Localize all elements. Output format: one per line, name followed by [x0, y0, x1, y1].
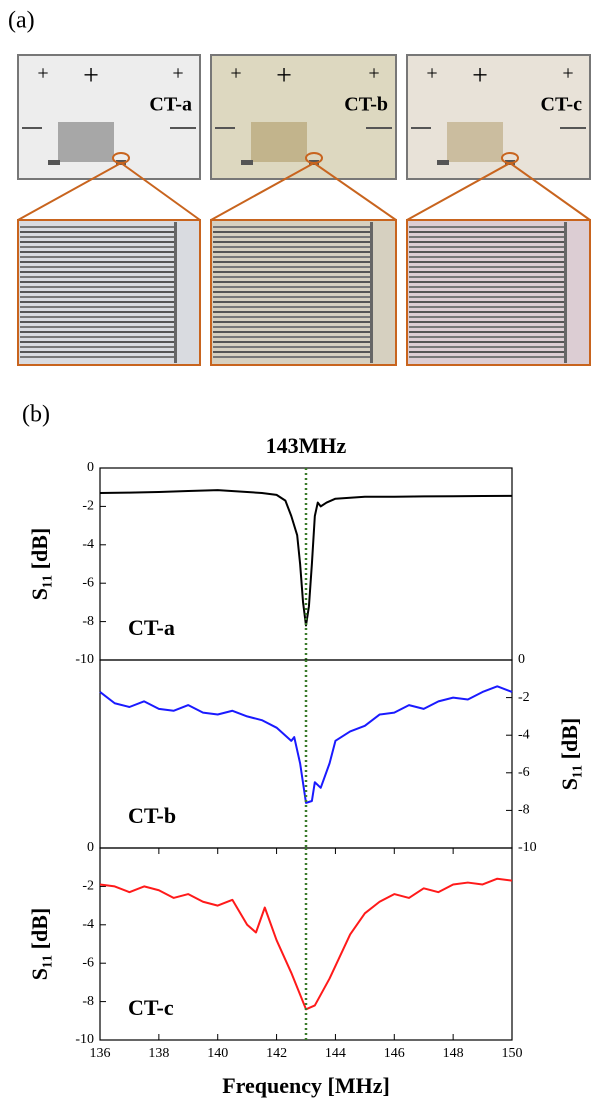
pad — [58, 122, 114, 162]
y-tick-label: -10 — [75, 1032, 94, 1047]
cross: + — [426, 63, 437, 85]
y-tick-label: -10 — [75, 652, 94, 667]
y-tick-label: -6 — [82, 955, 94, 970]
zoom-lines — [406, 161, 591, 221]
fingers — [409, 226, 564, 358]
sample-label: CT-a — [149, 94, 192, 116]
cross: + — [472, 60, 488, 91]
sample-label: CT-c — [541, 94, 583, 116]
y-tick-label: -6 — [82, 575, 94, 590]
y-tick-label: -2 — [82, 879, 94, 894]
busbar — [174, 222, 177, 363]
fingers — [20, 226, 174, 358]
chart-title: 143MHz — [266, 433, 347, 458]
y-tick-label: -8 — [82, 994, 94, 1009]
x-tick-label: 140 — [207, 1046, 228, 1061]
electrode — [215, 127, 235, 129]
busbar — [564, 222, 567, 363]
pad — [251, 122, 307, 162]
y-tick-label: 0 — [87, 840, 94, 855]
x-tick-label: 144 — [325, 1046, 346, 1061]
y-tick-label: -2 — [518, 690, 530, 705]
busbar — [370, 222, 373, 363]
x-tick-label: 148 — [443, 1046, 464, 1061]
y-tick-label: -8 — [82, 614, 94, 629]
annotation: CT-c — [128, 995, 174, 1020]
x-tick-label: 150 — [502, 1046, 523, 1061]
cross: + — [276, 60, 292, 91]
zoom-lines — [210, 161, 397, 221]
line-series — [99, 685, 513, 804]
cross: + — [368, 63, 379, 85]
cross: + — [83, 60, 99, 91]
y-tick-label: -4 — [82, 537, 94, 552]
pad — [241, 160, 253, 165]
cross: + — [37, 63, 48, 85]
photos: + + + CT-a + + + CT-b + + + CT-c — [17, 54, 591, 366]
panel-label: (b) — [22, 402, 50, 428]
cross: + — [562, 63, 573, 85]
pad — [437, 160, 449, 165]
electrode — [411, 127, 431, 129]
electrode — [560, 127, 586, 129]
y-axis-label: S₁₁ [dB] — [27, 908, 52, 981]
y-tick-label: 0 — [87, 460, 94, 475]
electrode — [22, 127, 42, 129]
x-tick-label: 138 — [148, 1046, 169, 1061]
x-tick-label: 136 — [90, 1046, 111, 1061]
y-tick-label: -8 — [518, 803, 530, 818]
charts: 0 -2 -4 -6 -8 -10 S₁₁ [dB] 143MHz CT-a 0 -2 -4 -6 -8 -… — [27, 433, 582, 1098]
sample-label: CT-b — [344, 94, 388, 116]
y-tick-label: -4 — [82, 917, 94, 932]
cross: + — [230, 63, 241, 85]
zoom-lines — [17, 161, 201, 221]
line-series — [99, 489, 513, 627]
x-tick-label: 142 — [266, 1046, 287, 1061]
x-tick-label: 146 — [384, 1046, 405, 1061]
annotation: CT-b — [128, 803, 176, 828]
cross: + — [172, 63, 183, 85]
line-series — [99, 877, 513, 1011]
pad — [48, 160, 60, 165]
y-axis-label: S₁₁ [dB] — [557, 718, 582, 791]
y-tick-label: -2 — [82, 499, 94, 514]
electrode — [366, 127, 392, 129]
x-axis-label: Frequency [MHz] — [222, 1073, 390, 1098]
y-tick-label: 0 — [518, 652, 525, 667]
pad — [447, 122, 503, 162]
electrode — [170, 127, 196, 129]
y-axis-label: S₁₁ [dB] — [27, 528, 52, 601]
y-tick-label: -10 — [518, 840, 537, 855]
annotation: CT-a — [128, 615, 175, 640]
fingers — [213, 226, 370, 358]
y-tick-label: -4 — [518, 727, 530, 742]
y-tick-label: -6 — [518, 765, 530, 780]
panel-label: (a) — [8, 8, 35, 34]
